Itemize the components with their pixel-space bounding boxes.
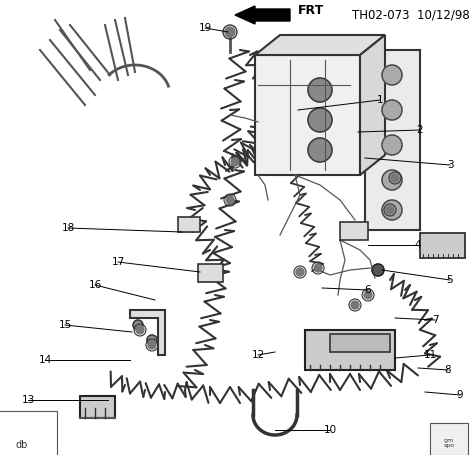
Bar	[330, 334, 390, 352]
Circle shape	[391, 174, 399, 182]
Bar	[178, 217, 200, 232]
Text: 18: 18	[61, 223, 74, 233]
Text: 16: 16	[88, 280, 101, 290]
Text: 5: 5	[447, 275, 453, 285]
Text: 9: 9	[456, 390, 463, 400]
Circle shape	[364, 291, 372, 299]
Text: 14: 14	[38, 355, 52, 365]
FancyArrow shape	[235, 6, 290, 24]
Text: 6: 6	[365, 285, 371, 295]
Circle shape	[296, 268, 304, 276]
Circle shape	[314, 264, 322, 272]
Text: 19: 19	[199, 23, 211, 33]
Text: 7: 7	[432, 315, 438, 325]
Circle shape	[351, 301, 359, 309]
Text: 12: 12	[251, 350, 264, 360]
Circle shape	[382, 170, 402, 190]
Text: 2: 2	[417, 125, 423, 135]
Circle shape	[231, 158, 239, 166]
Text: 15: 15	[58, 320, 72, 330]
Text: db: db	[16, 440, 28, 450]
Text: 17: 17	[111, 257, 125, 267]
Text: 1: 1	[377, 95, 383, 105]
Circle shape	[382, 100, 402, 120]
Polygon shape	[365, 50, 420, 230]
Circle shape	[386, 206, 394, 214]
Bar	[80, 396, 115, 418]
Text: 8: 8	[445, 365, 451, 375]
Bar	[430, 423, 468, 455]
Circle shape	[308, 78, 332, 102]
Text: 13: 13	[21, 395, 35, 405]
Text: TH02-073  10/12/98: TH02-073 10/12/98	[352, 8, 470, 21]
Bar	[420, 233, 465, 258]
Polygon shape	[255, 55, 360, 175]
Circle shape	[382, 200, 402, 220]
Text: gm
spo: gm spo	[444, 438, 455, 448]
Circle shape	[372, 264, 384, 276]
Text: 11: 11	[423, 350, 437, 360]
Polygon shape	[130, 310, 165, 355]
Circle shape	[308, 138, 332, 162]
Text: FRT: FRT	[298, 5, 324, 17]
Circle shape	[382, 135, 402, 155]
Text: 10: 10	[323, 425, 337, 435]
Polygon shape	[360, 35, 385, 175]
Bar	[340, 222, 368, 240]
Circle shape	[136, 326, 144, 334]
Circle shape	[148, 341, 156, 349]
Text: 4: 4	[415, 240, 421, 250]
Circle shape	[133, 320, 143, 330]
Bar	[305, 330, 395, 370]
Circle shape	[308, 108, 332, 132]
Circle shape	[225, 27, 235, 37]
Circle shape	[147, 335, 157, 345]
Circle shape	[382, 65, 402, 85]
Bar	[198, 264, 223, 282]
Text: 3: 3	[447, 160, 453, 170]
Polygon shape	[255, 35, 385, 55]
Circle shape	[226, 196, 234, 204]
FancyArrowPatch shape	[260, 10, 287, 20]
